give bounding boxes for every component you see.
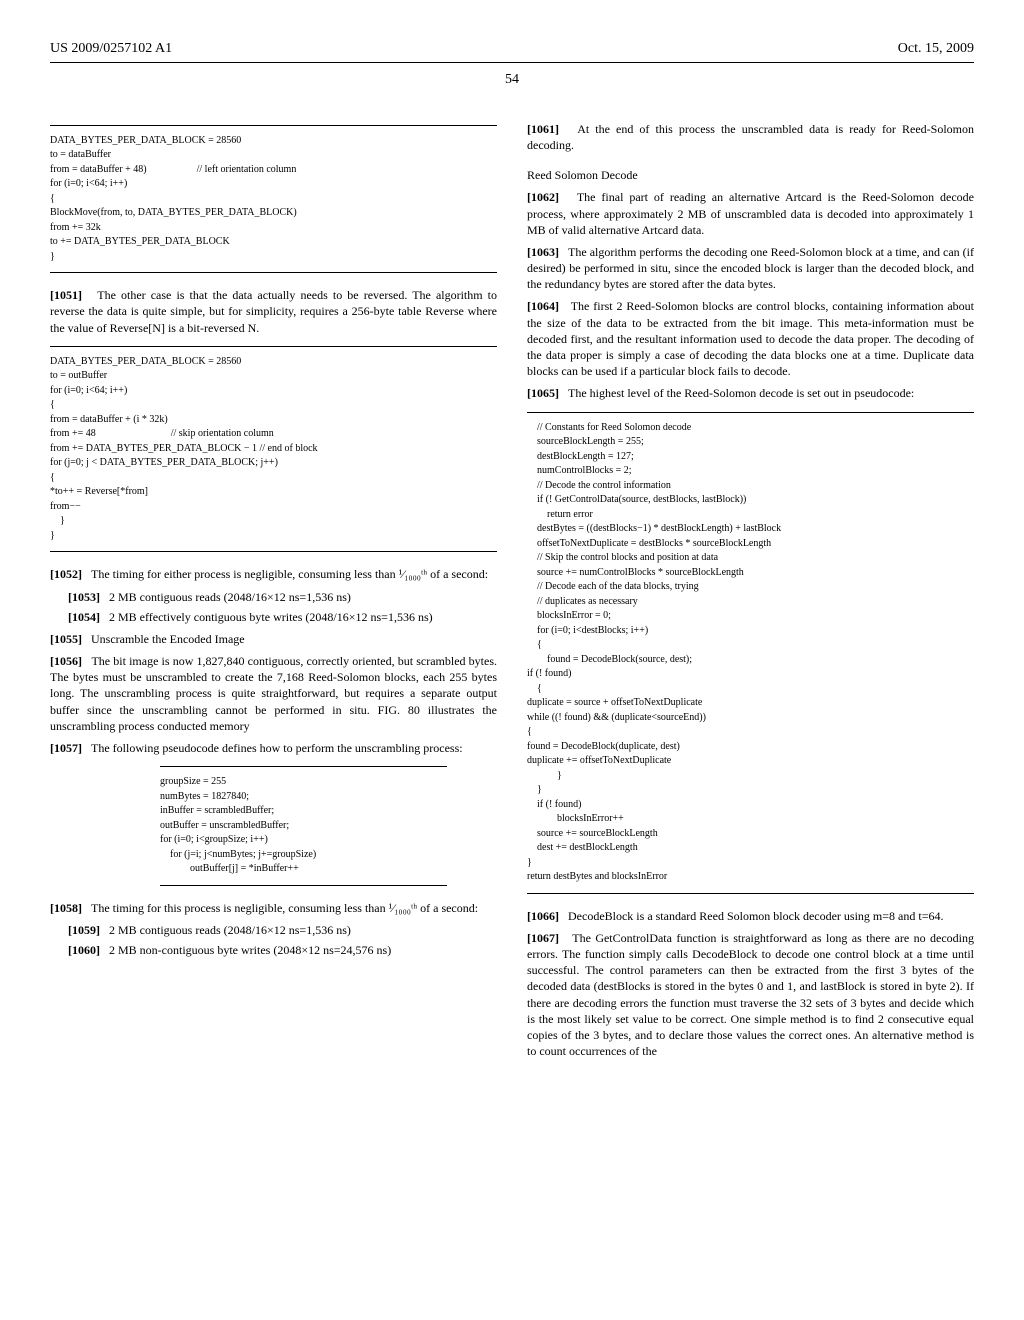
para-text: The algorithm performs the decoding one … — [527, 245, 974, 291]
para-text: The bit image is now 1,827,840 contiguou… — [50, 654, 497, 733]
para-text: The final part of reading an alternative… — [527, 190, 974, 236]
para-1062: [1062] The final part of reading an alte… — [527, 189, 974, 238]
pnum: [1058] — [50, 901, 82, 915]
para-text: Unscramble the Encoded Image — [91, 632, 245, 646]
pnum: [1067] — [527, 931, 559, 945]
para-1053: [1053] 2 MB contiguous reads (2048/16×12… — [68, 589, 497, 605]
para-text: 2 MB effectively contiguous byte writes … — [109, 610, 433, 624]
code-block-3: groupSize = 255 numBytes = 1827840; inBu… — [160, 766, 447, 886]
right-column: [1061] At the end of this process the un… — [527, 115, 974, 1066]
para-1065: [1065] The highest level of the Reed-Sol… — [527, 385, 974, 401]
para-text: 2 MB contiguous reads (2048/16×12 ns=1,5… — [109, 923, 351, 937]
para-text: The GetControlData function is straightf… — [527, 931, 974, 1058]
pnum: [1066] — [527, 909, 559, 923]
para-1055: [1055] Unscramble the Encoded Image — [50, 631, 497, 647]
para-text: At the end of this process the unscrambl… — [527, 122, 974, 152]
code-block-4: // Constants for Reed Solomon decode sou… — [527, 412, 974, 894]
para-1054: [1054] 2 MB effectively contiguous byte … — [68, 609, 497, 625]
para-text: The timing for either process is negligi… — [91, 567, 488, 581]
pnum: [1056] — [50, 654, 82, 668]
para-1067: [1067] The GetControlData function is st… — [527, 930, 974, 1060]
page-number: 54 — [50, 71, 974, 90]
content-columns: DATA_BYTES_PER_DATA_BLOCK = 28560 to = d… — [50, 115, 974, 1066]
para-text: The highest level of the Reed-Solomon de… — [568, 386, 914, 400]
pnum: [1061] — [527, 122, 559, 136]
para-text: DecodeBlock is a standard Reed Solomon b… — [568, 909, 943, 923]
pnum: [1059] — [68, 923, 100, 937]
page-header: US 2009/0257102 A1 Oct. 15, 2009 — [50, 40, 974, 63]
pnum: [1053] — [68, 590, 100, 604]
para-1057: [1057] The following pseudocode defines … — [50, 740, 497, 756]
para-1061: [1061] At the end of this process the un… — [527, 121, 974, 153]
para-1059: [1059] 2 MB contiguous reads (2048/16×12… — [68, 922, 497, 938]
para-1051: [1051] The other case is that the data a… — [50, 287, 497, 336]
doc-date: Oct. 15, 2009 — [898, 40, 974, 59]
para-text: The other case is that the data actually… — [50, 288, 497, 334]
pnum: [1054] — [68, 610, 100, 624]
code-block-1: DATA_BYTES_PER_DATA_BLOCK = 28560 to = d… — [50, 125, 497, 274]
pnum: [1055] — [50, 632, 82, 646]
doc-number: US 2009/0257102 A1 — [50, 40, 172, 59]
pnum: [1057] — [50, 741, 82, 755]
para-1056: [1056] The bit image is now 1,827,840 co… — [50, 653, 497, 734]
heading-reed-solomon: Reed Solomon Decode — [527, 167, 974, 183]
para-text: The first 2 Reed-Solomon blocks are cont… — [527, 299, 974, 378]
pnum: [1063] — [527, 245, 559, 259]
code-block-2: DATA_BYTES_PER_DATA_BLOCK = 28560 to = o… — [50, 346, 497, 553]
para-1063: [1063] The algorithm performs the decodi… — [527, 244, 974, 293]
left-column: DATA_BYTES_PER_DATA_BLOCK = 28560 to = d… — [50, 115, 497, 1066]
pnum: [1052] — [50, 567, 82, 581]
pnum: [1062] — [527, 190, 559, 204]
para-1066: [1066] DecodeBlock is a standard Reed So… — [527, 908, 974, 924]
pnum: [1060] — [68, 943, 100, 957]
para-text: 2 MB contiguous reads (2048/16×12 ns=1,5… — [109, 590, 351, 604]
para-text: 2 MB non-contiguous byte writes (2048×12… — [109, 943, 391, 957]
pnum: [1065] — [527, 386, 559, 400]
para-1052: [1052] The timing for either process is … — [50, 566, 497, 582]
para-1058: [1058] The timing for this process is ne… — [50, 900, 497, 916]
pnum: [1051] — [50, 288, 82, 302]
para-text: The following pseudocode defines how to … — [91, 741, 463, 755]
pnum: [1064] — [527, 299, 559, 313]
para-text: The timing for this process is negligibl… — [91, 901, 478, 915]
para-1060: [1060] 2 MB non-contiguous byte writes (… — [68, 942, 497, 958]
para-1064: [1064] The first 2 Reed-Solomon blocks a… — [527, 298, 974, 379]
